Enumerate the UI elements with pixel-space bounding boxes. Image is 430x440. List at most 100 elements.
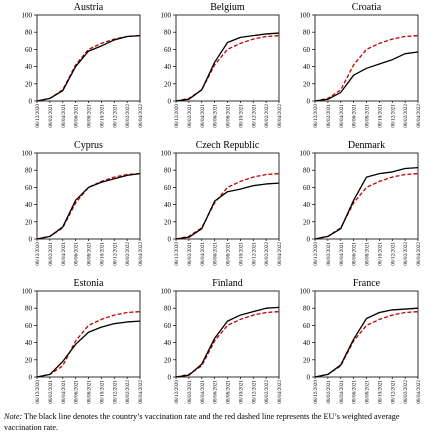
plot-frame (314, 290, 419, 378)
eu-average-line (175, 34, 280, 102)
vaccination-small-multiples: Austria 0 20 40 60 80 100 08/12/2020 08/02/2021 0… (22, 2, 423, 404)
x-tick-label: 08/08/2021 (365, 104, 371, 128)
x-tick-label: 08/10/2021 (377, 242, 383, 266)
x-tick-label: 08/02/2021 (326, 242, 332, 266)
note-text: The black line denotes the country’s vac… (4, 412, 400, 432)
country-line (314, 307, 419, 378)
x-tick-label: 08/06/2021 (213, 380, 219, 404)
x-tick-label: 08/12/2021 (251, 242, 257, 266)
y-tick-label: 0 (307, 374, 311, 382)
panel-title: Cyprus (74, 140, 103, 151)
figure-note: Note: The black line denotes the country… (4, 411, 426, 433)
y-tick-label: 80 (303, 167, 311, 175)
x-tick-label: 08/08/2021 (87, 380, 93, 404)
y-tick-label: 40 (303, 339, 311, 347)
x-tick-label: 08/12/2021 (251, 380, 257, 404)
panel-title: Czech Republic (196, 140, 260, 151)
x-tick-label: 08/06/2021 (352, 242, 358, 266)
panel-czech-republic: Czech Republic 0 20 40 60 80 100 08/12/2020 08/0… (161, 140, 284, 266)
x-tick-label: 08/06/2021 (213, 242, 219, 266)
y-tick-label: 0 (29, 236, 33, 244)
panel-title: Estonia (74, 278, 105, 289)
x-tick-label: 08/10/2021 (377, 380, 383, 404)
y-tick-label: 60 (303, 322, 311, 330)
x-tick-label: 08/12/2020 (35, 104, 41, 128)
x-tick-label: 08/06/2021 (74, 104, 80, 128)
x-tick-label: 08/02/2022 (264, 104, 270, 128)
x-tick-label: 08/08/2021 (226, 242, 232, 266)
y-tick-label: 40 (164, 201, 172, 209)
x-tick-label: 08/08/2021 (365, 242, 371, 266)
x-tick-label: 08/04/2021 (61, 104, 67, 128)
plot-frame (175, 152, 280, 240)
country-line (175, 306, 280, 378)
y-tick-label: 80 (303, 29, 311, 37)
eu-average-line (36, 34, 141, 102)
y-tick-label: 40 (164, 339, 172, 347)
panel-title: Croatia (352, 2, 382, 13)
x-tick-label: 08/10/2021 (99, 380, 105, 404)
y-tick-label: 40 (164, 63, 172, 71)
x-tick-label: 08/10/2021 (238, 380, 244, 404)
x-tick-label: 08/02/2021 (326, 104, 332, 128)
x-tick-label: 08/04/2022 (277, 380, 283, 404)
y-tick-label: 20 (303, 218, 311, 226)
y-tick-label: 100 (22, 150, 33, 158)
country-line (175, 182, 280, 240)
x-tick-label: 08/08/2021 (365, 380, 371, 404)
x-tick-label: 08/02/2022 (125, 380, 131, 404)
y-tick-label: 20 (164, 356, 172, 364)
x-tick-label: 08/04/2021 (339, 104, 345, 128)
y-tick-label: 100 (300, 12, 311, 20)
plot-frame (314, 14, 419, 102)
x-tick-label: 08/06/2021 (74, 380, 80, 404)
x-tick-label: 08/02/2022 (403, 242, 409, 266)
x-tick-label: 08/04/2021 (200, 104, 206, 128)
x-tick-label: 08/02/2021 (187, 104, 193, 128)
x-tick-label: 08/04/2021 (200, 380, 206, 404)
eu-average-line (314, 310, 419, 378)
x-tick-label: 08/04/2022 (416, 380, 422, 404)
x-tick-label: 08/04/2021 (61, 242, 67, 266)
y-tick-label: 0 (168, 374, 172, 382)
x-tick-label: 08/12/2021 (251, 104, 257, 128)
eu-average-line (175, 172, 280, 240)
x-tick-label: 08/08/2021 (87, 104, 93, 128)
y-tick-label: 100 (22, 288, 33, 296)
x-tick-label: 08/12/2021 (112, 242, 118, 266)
x-tick-label: 08/12/2020 (174, 380, 180, 404)
y-tick-label: 0 (307, 98, 311, 106)
panel-title: Austria (74, 2, 104, 13)
x-tick-label: 08/08/2021 (226, 380, 232, 404)
eu-average-line (314, 172, 419, 240)
panel-austria: Austria 0 20 40 60 80 100 08/12/2020 08/02/2021 0… (22, 2, 145, 128)
plot-frame (314, 152, 419, 240)
y-tick-label: 0 (29, 374, 33, 382)
country-line (36, 34, 141, 102)
x-tick-label: 08/02/2021 (48, 104, 54, 128)
plot-frame (36, 290, 141, 378)
x-tick-label: 08/12/2021 (112, 380, 118, 404)
x-tick-label: 08/08/2021 (87, 242, 93, 266)
x-tick-label: 08/12/2020 (174, 242, 180, 266)
y-tick-label: 60 (303, 184, 311, 192)
panel-france: France 0 20 40 60 80 100 08/12/2020 08/02/2021 08… (300, 278, 423, 404)
eu-average-line (36, 172, 141, 240)
x-tick-label: 08/02/2022 (264, 242, 270, 266)
x-tick-label: 08/12/2020 (313, 242, 319, 266)
panel-title: Belgium (210, 2, 245, 13)
y-tick-label: 40 (25, 63, 33, 71)
y-tick-label: 80 (164, 29, 172, 37)
x-tick-label: 08/12/2020 (313, 104, 319, 128)
x-tick-label: 08/06/2021 (352, 380, 358, 404)
x-tick-label: 08/08/2021 (226, 104, 232, 128)
country-line (36, 172, 141, 240)
x-tick-label: 08/10/2021 (99, 242, 105, 266)
y-tick-label: 20 (25, 80, 33, 88)
y-tick-label: 40 (25, 339, 33, 347)
country-line (175, 32, 280, 102)
x-tick-label: 08/12/2021 (112, 104, 118, 128)
plot-frame (36, 14, 141, 102)
note-label: Note: (4, 412, 23, 421)
y-tick-label: 80 (303, 305, 311, 313)
